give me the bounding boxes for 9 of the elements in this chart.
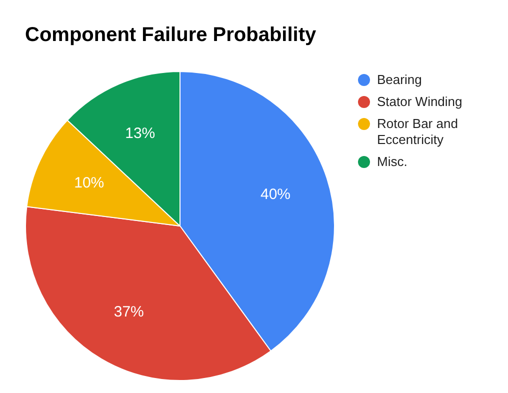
legend-label: Stator Winding [377,94,462,110]
legend-label: Misc. [377,154,408,170]
legend-label: Bearing [377,72,422,88]
data-label: 37% [114,304,144,321]
legend-label: Rotor Bar and Eccentricity [377,116,459,148]
data-label: 13% [125,124,156,142]
data-label: 10% [74,174,104,192]
chart-title: Component Failure Probability [25,24,316,47]
data-label: 40% [260,186,291,204]
